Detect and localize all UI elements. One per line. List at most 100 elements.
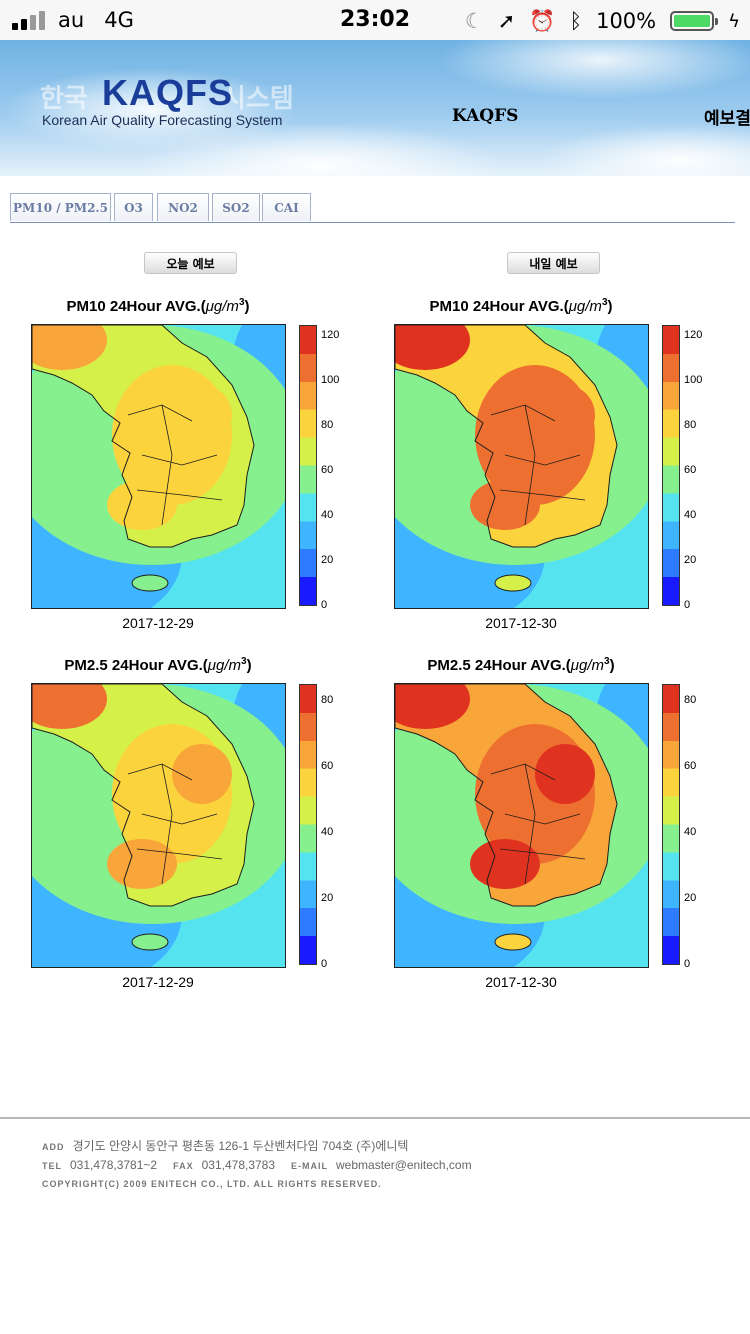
- nav-link-kaqfs[interactable]: KAQFS: [452, 106, 519, 126]
- tab-cai[interactable]: CAI: [262, 193, 311, 221]
- colorbar-tick-label: 0: [321, 599, 328, 611]
- colorbar-tick-label: 80: [684, 693, 697, 706]
- charging-icon: ϟ: [728, 10, 740, 32]
- footer-address: ADD 경기도 안양시 동안구 평촌동 126-1 두산벤처다임 704호 (주)…: [42, 1137, 408, 1154]
- site-header: 한국 시스템 KAQFS Korean Air Quality Forecast…: [0, 40, 750, 176]
- heatmap-svg: [32, 684, 285, 967]
- jeju-island: [494, 574, 532, 592]
- carrier-name: au: [58, 8, 85, 32]
- chart-title-main: PM10 24Hour AVG.(: [429, 298, 569, 315]
- high-concentration-zone: [107, 839, 177, 889]
- colorbar-tick-label: 20: [684, 891, 697, 904]
- colorbar-tick-label: 20: [321, 891, 334, 904]
- colorbar-tick-label: 80: [684, 419, 697, 432]
- chart-title-unit-exponent: 3: [241, 656, 247, 667]
- colorbar-tick-label: 60: [684, 464, 697, 477]
- coastline: [395, 325, 618, 548]
- chart-title-main: PM2.5 24Hour AVG.(: [64, 657, 208, 674]
- today-forecast-button[interactable]: 오늘 예보: [144, 252, 237, 274]
- high-concentration-zone: [172, 385, 232, 445]
- colorbar: [299, 684, 317, 965]
- battery-percent: 100%: [596, 9, 657, 33]
- peak-concentration-zone: [32, 684, 107, 729]
- high-concentration-zone: [107, 480, 177, 530]
- fax-label: FAX: [173, 1161, 194, 1171]
- high-concentration-zone: [172, 744, 232, 804]
- tab-so2[interactable]: SO2: [212, 193, 260, 221]
- colorbar: [299, 325, 317, 606]
- signal-strength-icon: [12, 10, 46, 30]
- site-logo[interactable]: KAQFS: [102, 72, 233, 113]
- bluetooth-icon: ᛒ: [569, 9, 583, 33]
- high-concentration-zone: [470, 839, 540, 889]
- tab-o3[interactable]: O3: [114, 193, 153, 221]
- address-text: 경기도 안양시 동안구 평촌동 126-1 두산벤처다임 704호 (주)에니텍: [72, 1139, 409, 1153]
- coastline: [32, 684, 255, 907]
- high-concentration-zone: [535, 744, 595, 804]
- location-arrow-icon: ➚: [497, 9, 516, 33]
- heatmap-svg: [32, 325, 285, 608]
- battery-icon: [670, 11, 719, 31]
- jeju-island: [131, 933, 169, 951]
- peak-concentration-zone: [32, 325, 107, 370]
- chart-title-unit: μg/m: [568, 298, 602, 315]
- site-logo-subtitle: Korean Air Quality Forecasting System: [42, 112, 283, 128]
- fax-value: 031,478,3783: [201, 1158, 276, 1172]
- heatmap-svg: [395, 684, 648, 967]
- moon-icon: ☾: [464, 9, 484, 33]
- colorbar: [662, 325, 680, 606]
- pm10-today-map: [31, 324, 286, 609]
- footer-divider: [0, 1117, 750, 1119]
- status-bar: au 4G 23:02 ☾ ➚ ⏰ ᛒ 100% ϟ: [0, 0, 750, 40]
- province-borders: [490, 404, 586, 526]
- colorbar-tick-label: 60: [684, 759, 697, 772]
- colorbar-tick-label: 40: [684, 509, 697, 522]
- colorbar-tick-label: 100: [321, 374, 340, 387]
- chart-title: PM2.5 24Hour AVG.(μg/m3): [64, 656, 252, 674]
- jeju-island: [131, 574, 169, 592]
- chart-title-unit-exponent: 3: [238, 297, 245, 308]
- tel-label: TEL: [42, 1161, 62, 1171]
- colorbar-tick-label: 60: [321, 759, 334, 772]
- colorbar-tick-label: 80: [321, 693, 334, 706]
- jeju-island: [494, 933, 532, 951]
- chart-date: 2017-12-30: [485, 615, 557, 631]
- pm25-tomorrow-map: [394, 683, 649, 968]
- status-time: 23:02: [339, 7, 411, 32]
- peak-concentration-zone: [395, 325, 470, 370]
- logo-ghost-text-left: 한국: [40, 83, 88, 113]
- pm10-tomorrow-map: [394, 324, 649, 609]
- province-borders: [127, 763, 223, 885]
- chart-title-unit-exponent: 3: [604, 656, 610, 667]
- colorbar-tick-label: 0: [684, 599, 691, 611]
- carrier-network: au 4G: [58, 8, 134, 32]
- colorbar-tick-label: 40: [684, 825, 697, 838]
- chart-title: PM2.5 24Hour AVG.(μg/m3): [427, 656, 615, 674]
- address-label: ADD: [42, 1142, 65, 1152]
- chart-date: 2017-12-30: [485, 974, 557, 990]
- email-link[interactable]: webmaster@enitech,com: [336, 1158, 472, 1172]
- logo-ghost-text-right: 시스템: [222, 83, 294, 113]
- colorbar-tick-label: 60: [321, 464, 334, 477]
- colorbar: [662, 684, 680, 965]
- nav-link-forecast-results[interactable]: 예보결: [704, 109, 750, 129]
- colorbar-tick-label: 80: [321, 419, 334, 432]
- network-type: 4G: [104, 8, 134, 32]
- colorbar-tick-label: 20: [321, 554, 334, 567]
- tomorrow-forecast-button[interactable]: 내일 예보: [507, 252, 600, 274]
- chart-title-unit-exponent: 3: [601, 297, 608, 308]
- pollutant-tabs: PM10 / PM2.5 O3 NO2 SO2 CAI: [10, 193, 735, 223]
- peak-concentration-zone: [395, 684, 470, 729]
- chart-date: 2017-12-29: [122, 615, 194, 631]
- tel-value: 031,478,3781~2: [70, 1158, 158, 1172]
- province-borders: [127, 404, 223, 526]
- chart-title-main: PM2.5 24Hour AVG.(: [427, 657, 571, 674]
- colorbar-tick-label: 120: [321, 329, 340, 342]
- province-borders: [490, 763, 586, 885]
- chart-title: PM10 24Hour AVG.(μg/m3): [66, 297, 250, 315]
- footer-contact: TEL 031,478,3781~2 FAX 031,478,3783 E-MAIL we…: [42, 1158, 472, 1172]
- chart-date: 2017-12-29: [122, 974, 194, 990]
- tab-pm10-pm25[interactable]: PM10 / PM2.5: [10, 193, 111, 221]
- tab-no2[interactable]: NO2: [157, 193, 209, 221]
- colorbar-tick-label: 20: [684, 554, 697, 567]
